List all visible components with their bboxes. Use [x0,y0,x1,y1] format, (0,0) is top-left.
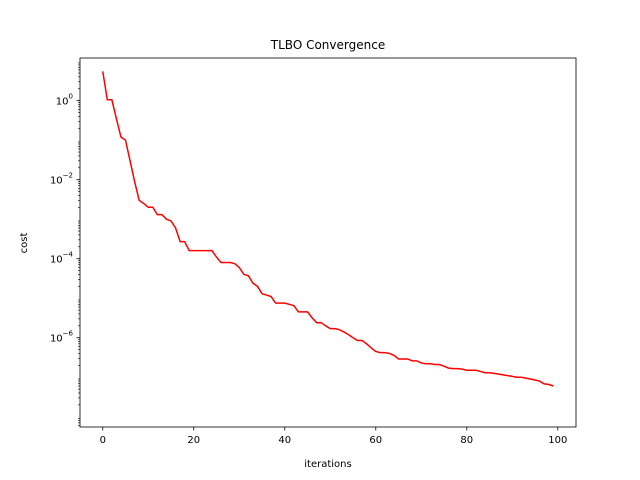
y-axis: 100 10−2 10−4 10−6 [50,62,80,426]
y-tick-label: 10−2 [50,172,73,187]
x-tick-label: 100 [548,435,567,446]
x-axis-label: iterations [304,459,351,470]
x-tick-label: 20 [187,435,200,446]
y-tick-label: 100 [56,93,73,108]
y-tick-label: 10−4 [50,251,74,266]
plot-frame [79,57,577,428]
x-tick-label: 60 [369,435,382,446]
x-tick-label: 40 [278,435,291,446]
y-axis-label: cost [19,233,30,254]
x-tick-label: 0 [100,435,106,446]
chart-title: TLBO Convergence [270,38,385,52]
cost-series-line [102,71,554,387]
x-axis: 0 20 40 60 80 100 [100,427,567,446]
plot-area [80,58,576,427]
x-tick-label: 80 [460,435,473,446]
y-tick-label: 10−6 [50,330,74,345]
